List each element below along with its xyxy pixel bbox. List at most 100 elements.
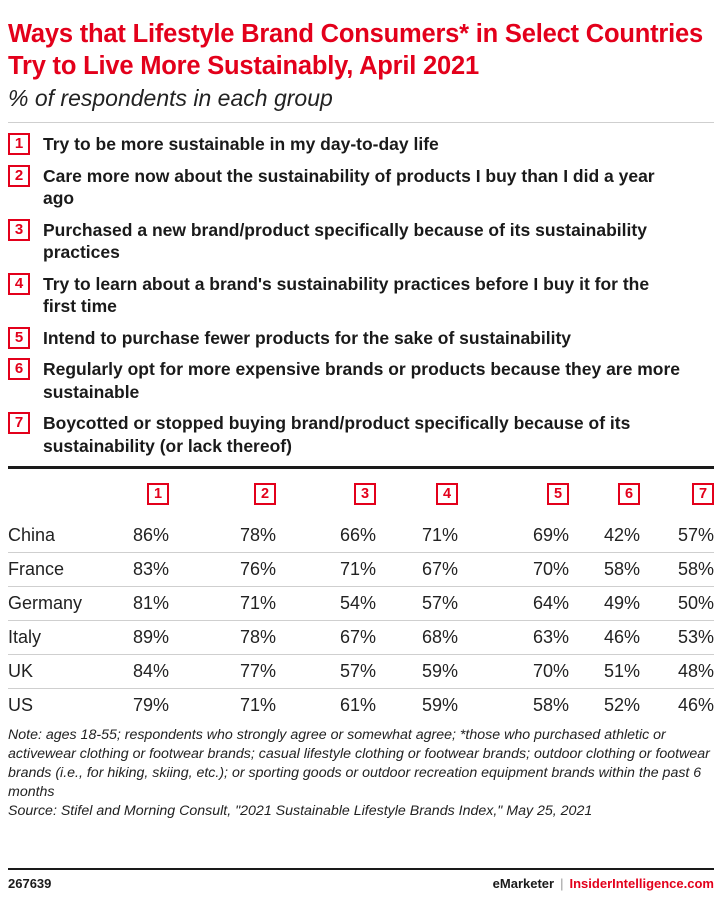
data-cell: 57% (276, 654, 376, 689)
legend-number-badge: 3 (8, 218, 30, 241)
row-country-label: China (8, 519, 108, 553)
column-number-badge: 7 (692, 483, 714, 505)
row-country-label: US (8, 695, 34, 715)
column-number-badge: 6 (618, 483, 640, 505)
data-cell: 51% (569, 654, 640, 689)
chart-id: 267639 (8, 876, 52, 891)
column-header: 2 (169, 469, 276, 519)
chart-note: Note: ages 18-55; respondents who strong… (8, 726, 714, 821)
data-cell: 42% (569, 519, 640, 553)
data-cell: 70% (458, 654, 569, 689)
data-cell: 58% (640, 552, 714, 587)
note-text: Note: ages 18-55; respondents who strong… (8, 727, 710, 800)
footer: 267639 eMarketer | InsiderIntelligence.com (8, 868, 714, 891)
data-cell: 50% (640, 586, 714, 621)
legend-number-badge: 6 (8, 358, 30, 380)
row-country-label: Germany (8, 586, 108, 621)
data-cell: 67% (276, 620, 376, 655)
data-cell: 76% (169, 552, 276, 587)
legend-number-badge: 2 (8, 164, 30, 187)
data-cell: 57% (640, 519, 714, 553)
legend-item: 5 Intend to purchase fewer products for t… (8, 326, 714, 350)
legend-number-badge: 5 (8, 326, 30, 349)
row-country-label: UK (8, 654, 108, 689)
legend-item: 6 Regularly opt for more expensive brands… (8, 358, 714, 403)
row-country-label: France (8, 552, 108, 587)
data-cell: 63% (458, 620, 569, 655)
legend-number-badge: 7 (8, 412, 30, 434)
data-cell: 77% (169, 654, 276, 689)
legend-label: Care more now about the sustainability o… (43, 165, 655, 209)
divider-thick (8, 466, 714, 469)
column-number-badge: 3 (354, 483, 376, 505)
data-cell: 59% (421, 695, 458, 715)
data-cell: 70% (458, 552, 569, 587)
data-cell: 46% (677, 695, 714, 715)
data-cell: 64% (458, 586, 569, 621)
data-cell: 48% (640, 654, 714, 689)
data-cell: 84% (108, 654, 169, 689)
brand-emarketer: eMarketer (492, 876, 555, 891)
data-cell: 52% (603, 695, 640, 715)
data-cell: 86% (108, 519, 169, 553)
data-cell: 78% (169, 519, 276, 553)
data-cell: 49% (569, 586, 640, 621)
source-text: Source: Stifel and Morning Consult, "202… (8, 803, 593, 819)
data-cell: 71% (276, 552, 376, 587)
table-row: US 79% 71% 61% 59% 58% 52% 46% (8, 689, 714, 723)
table-row: Italy 89% 78% 67% 68% 63% 46% 53% (8, 620, 714, 655)
legend-item: 1 Try to be more sustainable in my day-to… (8, 133, 714, 156)
data-cell: 69% (458, 519, 569, 553)
data-cell: 46% (569, 620, 640, 655)
data-cell: 71% (239, 695, 276, 715)
data-cell: 57% (376, 586, 458, 621)
data-cell: 54% (276, 586, 376, 621)
data-cell: 53% (640, 620, 714, 655)
legend: 1 Try to be more sustainable in my day-to… (8, 133, 714, 457)
legend-label: Regularly opt for more expensive brands … (43, 359, 680, 402)
column-number-badge: 4 (436, 483, 458, 505)
legend-item: 7 Boycotted or stopped buying brand/produ… (8, 412, 714, 457)
chart-subtitle: % of respondents in each group (8, 85, 333, 111)
chart-title: Ways that Lifestyle Brand Consumers* in … (8, 20, 703, 80)
table-row: France 83% 76% 71% 67% 70% 58% 58% (8, 552, 714, 587)
column-header: 5 (458, 469, 569, 519)
legend-label: Try to learn about a brand's sustainabil… (43, 273, 650, 317)
data-cell: 71% (376, 519, 458, 553)
data-cell: 66% (276, 519, 376, 553)
data-cell: 89% (108, 620, 169, 655)
column-header: 6 (569, 469, 640, 519)
legend-number-badge: 1 (8, 133, 30, 155)
legend-number-badge: 4 (8, 272, 30, 295)
legend-label: Try to be more sustainable in my day-to-… (43, 134, 439, 154)
divider (8, 122, 714, 123)
column-header: 1 (108, 469, 169, 519)
table-body: China 86% 78% 66% 71% 69% 42% 57% France 83% 76% 71… (8, 519, 714, 722)
data-cell: 81% (108, 586, 169, 621)
data-cell: 68% (376, 620, 458, 655)
legend-label: Boycotted or stopped buying brand/produc… (43, 413, 631, 456)
chart-container: Ways that Lifestyle Brand Consumers* in … (8, 0, 714, 821)
legend-label: Purchased a new brand/product specifical… (43, 219, 647, 263)
data-cell: 71% (169, 586, 276, 621)
header-blank-cell (8, 469, 108, 519)
column-header: 7 (640, 469, 714, 519)
footer-separator: | (560, 876, 564, 891)
data-cell: 67% (376, 552, 458, 587)
table-row: Germany 81% 71% 54% 57% 64% 49% 50% (8, 586, 714, 621)
column-header: 4 (376, 469, 458, 519)
column-number-badge: 2 (254, 483, 276, 505)
data-cell: 78% (169, 620, 276, 655)
brand-insider-intelligence: InsiderIntelligence.com (569, 876, 715, 891)
column-header: 3 (276, 469, 376, 519)
column-number-badge: 5 (547, 483, 569, 505)
table-row: China 86% 78% 66% 71% 69% 42% 57% (8, 519, 714, 553)
column-number-badge: 1 (147, 483, 169, 505)
legend-item: 2 Care more now about the sustainability … (8, 164, 714, 210)
data-cell: 58% (532, 695, 569, 715)
table-row: UK 84% 77% 57% 59% 70% 51% 48% (8, 654, 714, 689)
table-header-row: 1 2 3 4 5 6 7 (8, 469, 714, 519)
data-cell: 83% (108, 552, 169, 587)
data-cell: 79% (132, 695, 169, 715)
